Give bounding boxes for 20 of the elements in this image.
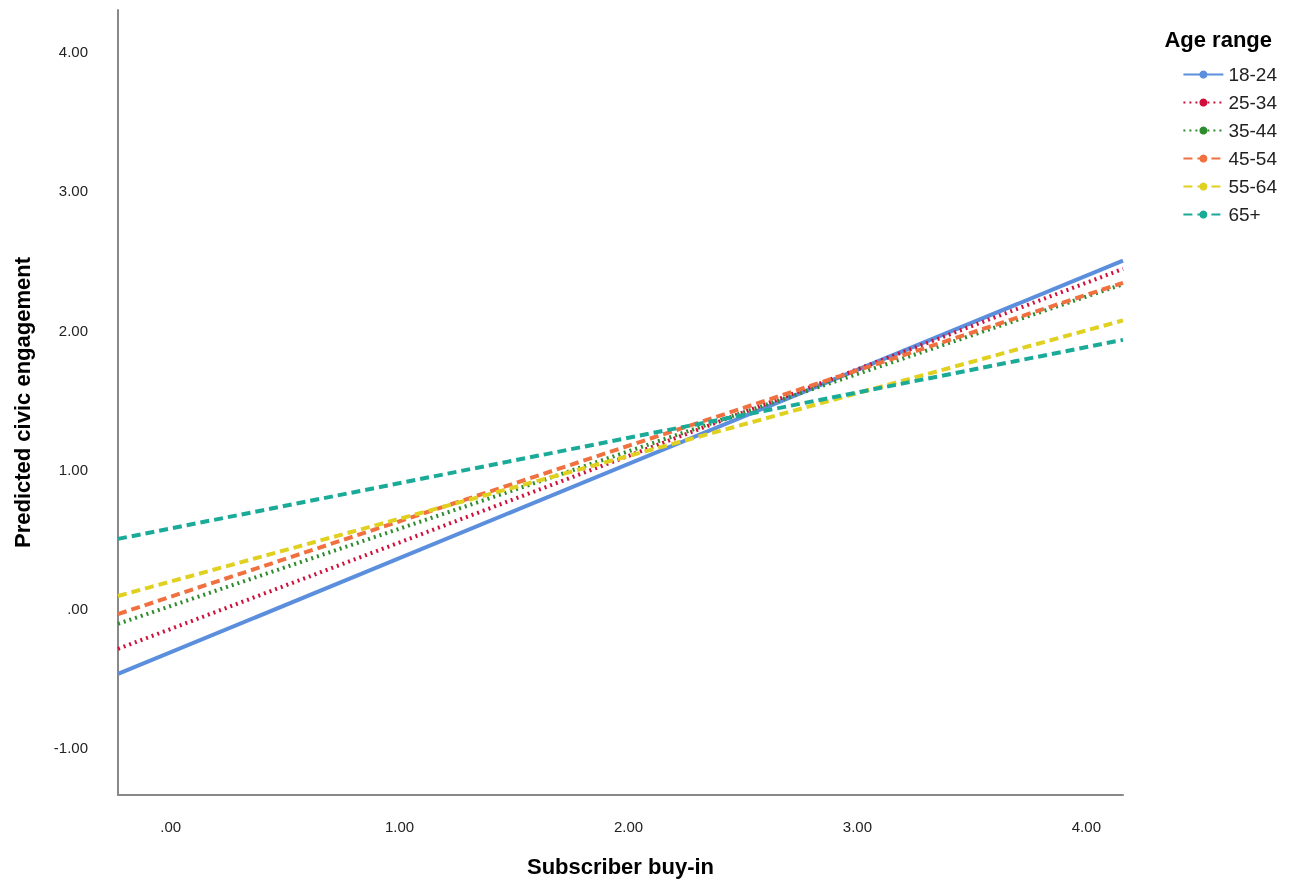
legend-label: 35-44 bbox=[1228, 120, 1278, 141]
legend-label: 45-54 bbox=[1228, 148, 1278, 169]
y-axis-title: Predicted civic engagement bbox=[9, 256, 35, 548]
legend-label: 25-34 bbox=[1228, 92, 1278, 113]
y-tick-label: 1.00 bbox=[58, 460, 88, 478]
y-tick-label: 2.00 bbox=[58, 321, 88, 339]
y-tick-label: .00 bbox=[67, 599, 88, 617]
x-axis-title: Subscriber buy-in bbox=[526, 853, 715, 879]
y-tick-label: 3.00 bbox=[58, 182, 88, 200]
legend-title: Age range bbox=[1164, 26, 1273, 52]
y-tick-label: -1.00 bbox=[53, 739, 88, 757]
legend-label: 55-64 bbox=[1228, 176, 1278, 197]
x-tick-label: 4.00 bbox=[1071, 818, 1101, 835]
x-tick-label: 1.00 bbox=[384, 818, 415, 835]
legend-label: 65+ bbox=[1228, 204, 1261, 225]
x-tick-label: 2.00 bbox=[613, 818, 644, 835]
x-tick-label: .00 bbox=[160, 818, 182, 835]
x-tick-label: 3.00 bbox=[842, 818, 873, 835]
legend-label: 18-24 bbox=[1228, 64, 1278, 85]
y-tick-label: 4.00 bbox=[58, 43, 88, 61]
